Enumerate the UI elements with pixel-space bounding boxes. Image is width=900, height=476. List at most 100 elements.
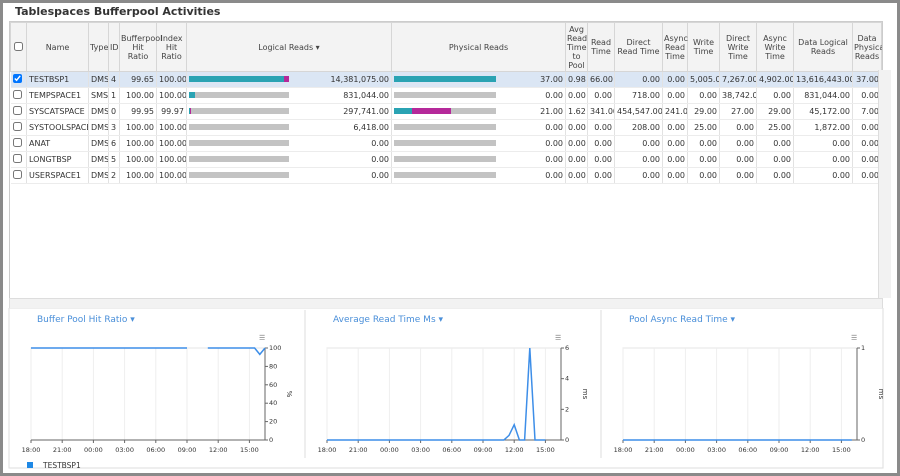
checkbox[interactable] [12, 90, 22, 99]
row-select [10, 119, 27, 136]
checkbox[interactable] [14, 41, 23, 51]
cell: 0.00 [614, 151, 663, 168]
row[interactable]: USERSPACE1 DMS 2 100.00 100.00 0.00 0.00 0.00 0.… [10, 167, 882, 184]
cell: 208.00 [614, 119, 663, 136]
cell-text: 37.00 [856, 75, 879, 84]
column-header[interactable]: Read Time [587, 22, 615, 72]
cell-text: 6 [111, 139, 117, 148]
x-tick-label: 15:00 [240, 446, 259, 454]
bar-track [189, 140, 289, 146]
cell-text: 0.00 [568, 91, 586, 100]
cell-text: 341.00 [590, 107, 614, 116]
cell-text: 4,902.00 [759, 75, 794, 84]
checkbox[interactable] [12, 170, 22, 179]
cell-text: 0.00 [568, 155, 586, 164]
cell-text: 0.00 [568, 139, 586, 148]
cell: 0.00 [391, 167, 566, 184]
checkbox[interactable] [12, 154, 22, 163]
cell: 3 [108, 119, 120, 136]
cell-text: 7,267.00 [722, 75, 757, 84]
bar-track [394, 140, 496, 146]
cell: 0.00 [719, 167, 757, 184]
column-header[interactable]: Name [26, 22, 89, 72]
row[interactable]: LONGTBSP DMS 5 100.00 100.00 0.00 0.00 0.00 0.00… [10, 151, 882, 168]
cell-text: SYSCATSPACE [29, 107, 85, 116]
menu-icon: ☰ [851, 334, 857, 342]
column-header[interactable]: Avg Read Time to Pool [565, 22, 588, 72]
cell: 0.00 [756, 135, 794, 152]
cell-text: 0.00 [736, 139, 754, 148]
cell-text: 0.00 [545, 91, 563, 100]
column-header[interactable]: Logical Reads [186, 22, 392, 72]
cell: 100.00 [119, 87, 157, 104]
chart-title[interactable]: Buffer Pool Hit Ratio ▾ [37, 315, 135, 325]
legend-label[interactable]: TESTBSP1 [42, 461, 81, 470]
column-header[interactable]: Physical Reads [391, 22, 566, 72]
cell: 25.00 [756, 119, 794, 136]
column-header[interactable]: ID [108, 22, 120, 72]
cell: 1,872.00 [793, 119, 853, 136]
cell-text: 0.00 [642, 139, 660, 148]
cell-text: 0.00 [568, 123, 586, 132]
cell-text: 0.00 [773, 171, 791, 180]
cell: DMS [88, 151, 109, 168]
cell: 1.62 [565, 103, 588, 120]
x-tick-label: 09:00 [474, 446, 493, 454]
y-tick-label: 0 [269, 436, 273, 444]
cell-text: 66.00 [590, 75, 613, 84]
row[interactable]: SYSCATSPACE DMS 0 99.95 99.97 297,741.00 21.00… [10, 103, 882, 120]
cell-text: 0.00 [642, 171, 660, 180]
cell: 21.00 [391, 103, 566, 120]
column-header[interactable]: Async Write Time [756, 22, 794, 72]
column-header[interactable]: Direct Write Time [719, 22, 757, 72]
row[interactable]: TEMPSPACE1 SMS 1 100.00 100.00 831,044.00 0.00… [10, 87, 882, 104]
cell-text: 0.00 [667, 75, 685, 84]
cell-text: 0.00 [371, 171, 389, 180]
chart-title[interactable]: Average Read Time Ms ▾ [333, 315, 443, 325]
cell-text: 0.00 [736, 123, 754, 132]
bar-track [394, 108, 496, 114]
x-tick-label: 18:00 [318, 446, 337, 454]
row-select [10, 167, 27, 184]
cell-text: 99.65 [131, 75, 154, 84]
cell-text: 100.00 [159, 171, 187, 180]
cell: 66.00 [587, 71, 615, 88]
cell-text: 0.00 [861, 139, 879, 148]
column-header[interactable]: Async Read Time [662, 22, 688, 72]
cell: 100.00 [119, 167, 157, 184]
cell: 0.00 [662, 71, 688, 88]
column-header[interactable]: Bufferpool Hit Ratio [119, 22, 162, 72]
cell: 0.00 [793, 135, 853, 152]
checkbox[interactable] [12, 106, 22, 115]
cell: SYSCATSPACE [26, 103, 89, 120]
chart-title[interactable]: Pool Async Read Time ▾ [629, 315, 736, 325]
column-header[interactable]: Direct Read Time [614, 22, 663, 72]
cell: 0.00 [565, 167, 588, 184]
checkbox[interactable] [12, 138, 22, 147]
cell: 100.00 [156, 151, 187, 168]
x-tick-label: 21:00 [349, 446, 368, 454]
row[interactable]: SYSTOOLSPACE DMS 3 100.00 100.00 6,418.00 0.00… [10, 119, 882, 136]
bar-track [189, 76, 289, 82]
cell: 0.00 [391, 135, 566, 152]
checkbox[interactable] [12, 122, 22, 131]
checkbox[interactable] [12, 74, 22, 83]
cell: SMS [88, 87, 109, 104]
column-header[interactable]: Index Hit Ratio [156, 22, 187, 72]
cell: 100.00 [119, 119, 157, 136]
column-header[interactable]: Data Physical Reads [852, 22, 882, 72]
cell: 6,418.00 [186, 119, 392, 136]
cell: 38,742.00 [719, 87, 757, 104]
legend-swatch [27, 462, 33, 468]
row[interactable]: TESTBSP1 DMS 4 99.65 100.00 14,381,075.00 37.0… [10, 71, 882, 88]
column-header[interactable]: Data Logical Reads [793, 22, 853, 72]
bar-track [394, 76, 496, 82]
row-select [10, 135, 27, 152]
column-header[interactable]: Type [88, 22, 109, 72]
row[interactable]: ANAT DMS 6 100.00 100.00 0.00 0.00 0.00 0.00 0.00… [10, 135, 882, 152]
cell-text: 100.00 [159, 123, 187, 132]
x-tick-label: 12:00 [209, 446, 228, 454]
column-header[interactable]: Write Time [687, 22, 720, 72]
cell: 0.00 [587, 151, 615, 168]
vertical-scrollbar[interactable] [878, 70, 891, 298]
